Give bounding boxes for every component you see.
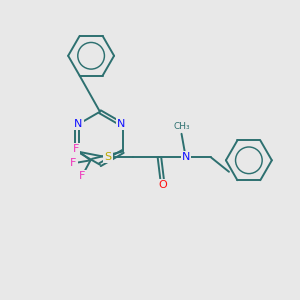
Text: F: F xyxy=(79,171,85,181)
Text: N: N xyxy=(74,119,83,129)
Text: F: F xyxy=(73,144,79,154)
Text: N: N xyxy=(182,152,190,162)
Text: F: F xyxy=(70,158,76,168)
Text: CH₃: CH₃ xyxy=(173,122,190,131)
Text: O: O xyxy=(158,180,167,190)
Text: N: N xyxy=(117,119,126,129)
Text: S: S xyxy=(104,152,112,162)
